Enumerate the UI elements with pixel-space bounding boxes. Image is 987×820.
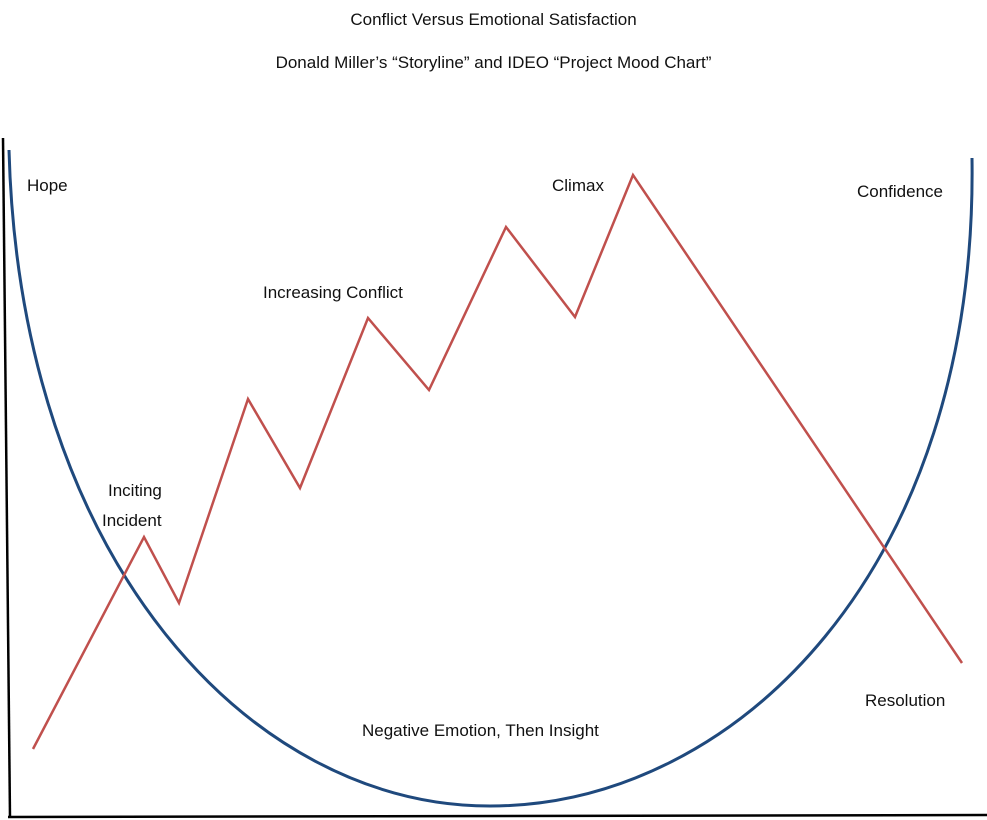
y-axis bbox=[1, 137, 12, 819]
label-confidence: Confidence bbox=[857, 182, 944, 201]
label-resolution: Resolution bbox=[865, 691, 946, 710]
emotion-curve bbox=[7, 149, 974, 808]
diagram-title: Conflict Versus Emotional Satisfaction bbox=[350, 10, 637, 29]
label-climax: Climax bbox=[552, 176, 604, 195]
label-hope: Hope bbox=[27, 176, 68, 195]
label-inciting: Inciting bbox=[108, 481, 162, 500]
diagram-subtitle: Donald Miller’s “Storyline” and IDEO “Pr… bbox=[275, 53, 712, 72]
label-incident: Incident bbox=[102, 511, 162, 530]
label-increasing-conflict: Increasing Conflict bbox=[263, 283, 403, 302]
x-axis bbox=[7, 813, 987, 819]
label-negative-emotion: Negative Emotion, Then Insight bbox=[362, 721, 599, 740]
conflict-line bbox=[31, 172, 964, 750]
